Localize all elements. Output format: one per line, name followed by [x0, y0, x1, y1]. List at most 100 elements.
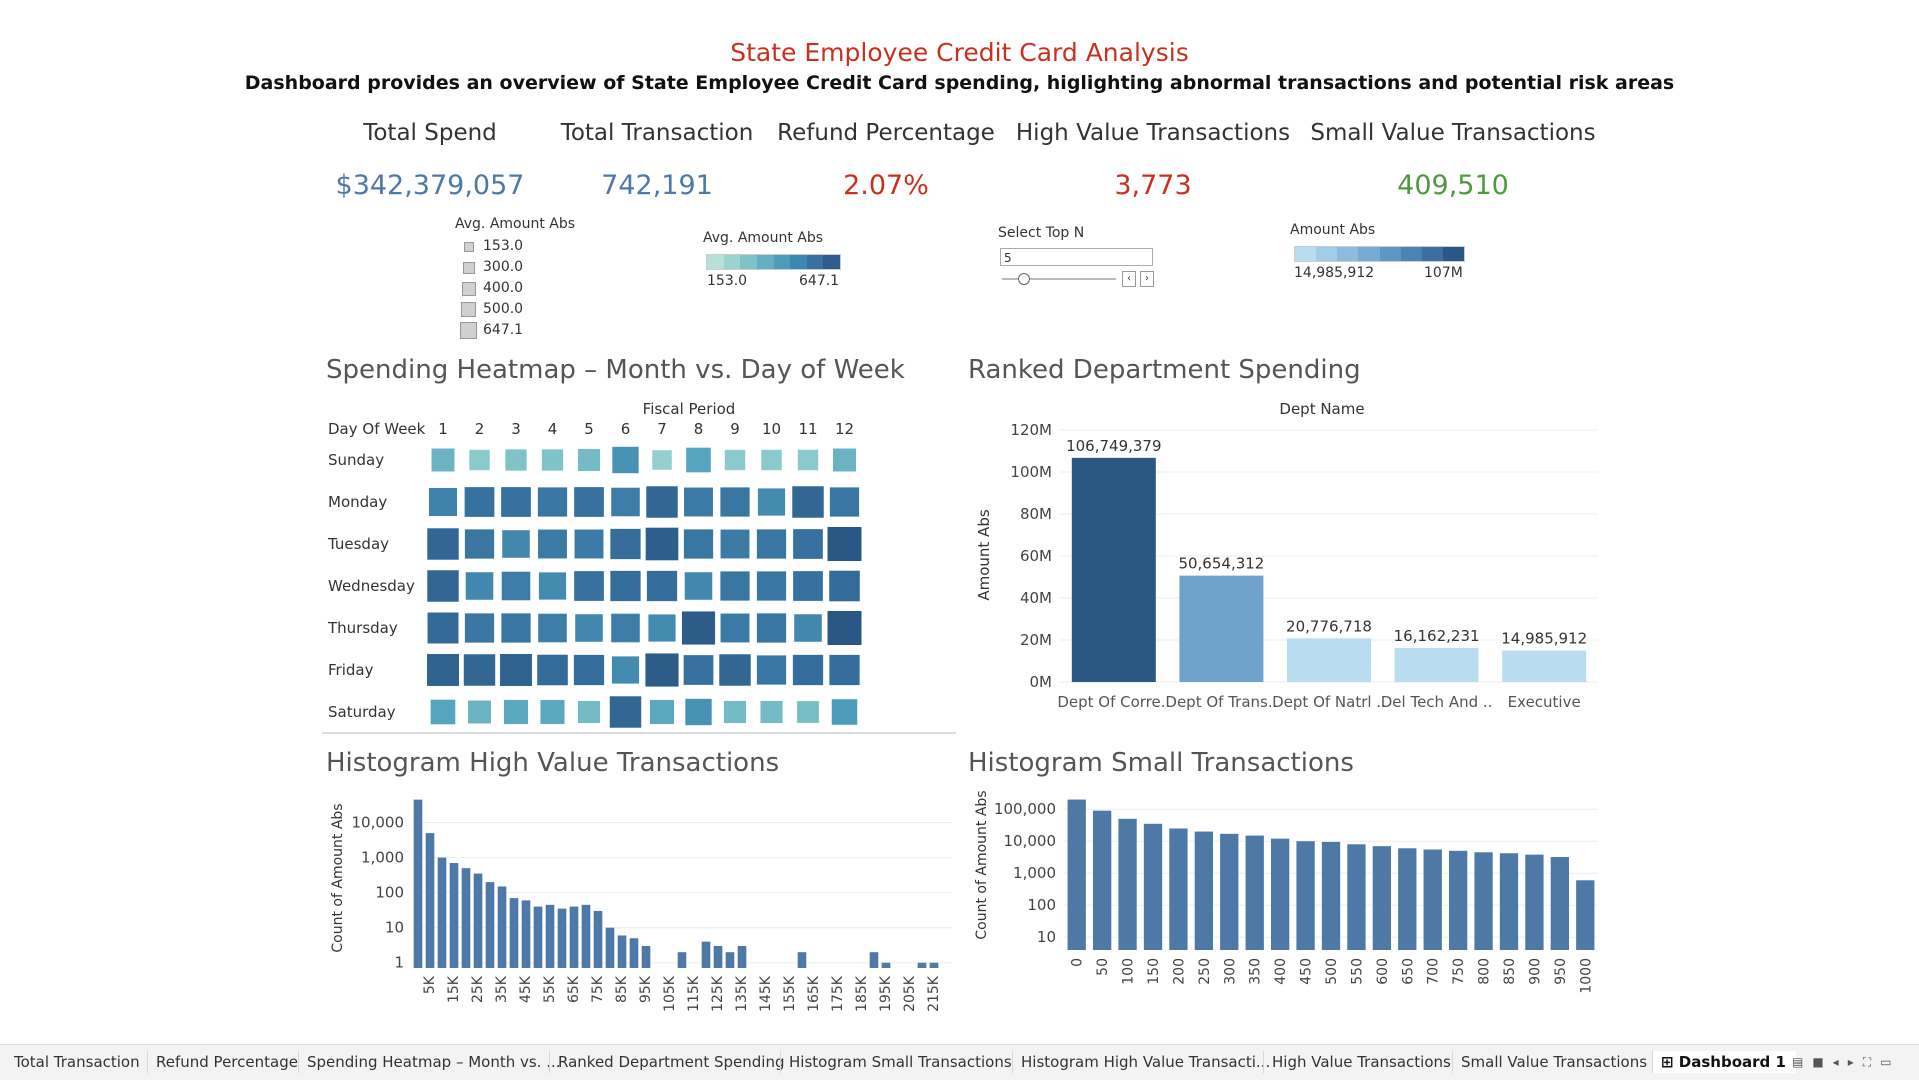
heatmap-cell[interactable]	[683, 655, 714, 685]
heatmap-cell[interactable]	[756, 655, 787, 685]
heatmap-cell[interactable]	[720, 529, 750, 559]
heatmap-cell[interactable]	[797, 701, 819, 723]
heatmap-cell[interactable]	[501, 571, 531, 601]
heatmap-cell[interactable]	[431, 448, 455, 472]
heatmap-cell[interactable]	[469, 449, 490, 471]
heatmap-cell[interactable]	[760, 700, 783, 724]
top-n-next-button[interactable]: ›	[1140, 271, 1154, 287]
heatmap-cell[interactable]	[464, 487, 495, 517]
heatmap-cell[interactable]	[538, 613, 567, 643]
heatmap-cell[interactable]	[797, 449, 819, 471]
ranked-bar[interactable]	[1179, 575, 1264, 682]
hist-small-bar[interactable]	[1169, 828, 1188, 950]
hist-small-bar[interactable]	[1347, 844, 1366, 950]
hist-small-bar[interactable]	[1194, 831, 1214, 950]
heatmap-cell[interactable]	[427, 612, 459, 644]
hist-high-bar[interactable]	[581, 904, 591, 968]
heatmap-cell[interactable]	[609, 696, 642, 728]
heatmap-cell[interactable]	[505, 449, 527, 471]
heatmap-cell[interactable]	[831, 699, 858, 725]
hist-small-bar[interactable]	[1321, 841, 1341, 950]
hist-high-bar[interactable]	[725, 952, 735, 968]
hist-high-bar[interactable]	[545, 904, 555, 968]
amount-legend-ramp[interactable]	[1294, 246, 1465, 262]
heatmap-cell[interactable]	[538, 572, 567, 600]
top-n-prev-button[interactable]: ‹	[1122, 271, 1136, 287]
tab-small-value[interactable]: Small Value Transactions	[1452, 1051, 1647, 1073]
heatmap-cell[interactable]	[463, 654, 496, 686]
heatmap-cell[interactable]	[829, 487, 860, 517]
heatmap-cell[interactable]	[720, 613, 750, 643]
heatmap-cell[interactable]	[648, 614, 676, 642]
heatmap-cell[interactable]	[430, 699, 456, 725]
ranked-bar[interactable]	[1394, 648, 1479, 682]
hist-high-bar[interactable]	[701, 941, 711, 968]
heatmap-cell[interactable]	[464, 529, 495, 559]
top-n-slider-handle[interactable]	[1018, 273, 1030, 285]
hist-high-bar[interactable]	[413, 799, 423, 968]
heatmap-cell[interactable]	[652, 450, 672, 470]
hist-high-bar[interactable]	[869, 952, 879, 968]
heatmap-cell[interactable]	[465, 572, 494, 600]
heatmap-cell[interactable]	[645, 527, 679, 561]
ranked-bar[interactable]	[1502, 650, 1587, 682]
heatmap-cell[interactable]	[681, 611, 716, 645]
heatmap-cell[interactable]	[794, 614, 822, 642]
heatmap-cell[interactable]	[761, 449, 782, 471]
heatmap-cell[interactable]	[427, 654, 459, 686]
heatmap-cell[interactable]	[684, 572, 713, 600]
heatmap-cell[interactable]	[686, 447, 711, 473]
heatmap-cell[interactable]	[503, 699, 529, 725]
heatmap-cell[interactable]	[757, 488, 786, 516]
heatmap-cell[interactable]	[502, 530, 530, 558]
hist-high-bar[interactable]	[437, 857, 447, 968]
heatmap-cell[interactable]	[574, 529, 604, 559]
hist-small-bar[interactable]	[1143, 823, 1163, 950]
hist-small-bar[interactable]	[1398, 848, 1417, 950]
heatmap-cell[interactable]	[610, 570, 641, 602]
heatmap-cell[interactable]	[720, 571, 750, 601]
heatmap-cell[interactable]	[723, 700, 747, 724]
hist-small-bar[interactable]	[1092, 810, 1112, 950]
heatmap-cell[interactable]	[538, 529, 567, 559]
heatmap-cell[interactable]	[611, 487, 640, 517]
tab-histogram-high[interactable]: Histogram High Value Transacti...	[1012, 1051, 1270, 1073]
heatmap-cell[interactable]	[792, 654, 824, 686]
hist-high-bar[interactable]	[509, 898, 519, 968]
tab-total-transaction[interactable]: Total Transaction	[14, 1053, 140, 1071]
hist-high-bar[interactable]	[797, 952, 807, 968]
tab-dashboard-1[interactable]: ⊞ Dashboard 1	[1652, 1051, 1796, 1073]
heatmap-cell[interactable]	[427, 570, 459, 602]
ranked-bar[interactable]	[1287, 638, 1371, 682]
hist-small-bar[interactable]	[1550, 857, 1570, 950]
heatmap-cell[interactable]	[756, 529, 787, 559]
heatmap-cell[interactable]	[501, 613, 531, 643]
hist-high-bar[interactable]	[605, 927, 615, 968]
heatmap-cell[interactable]	[720, 487, 750, 517]
hist-small-bar[interactable]	[1474, 852, 1493, 950]
heatmap-cell[interactable]	[428, 487, 458, 517]
hist-high-bar[interactable]	[557, 908, 567, 968]
heatmap-cell[interactable]	[827, 527, 862, 561]
hist-high-bar[interactable]	[737, 946, 747, 968]
heatmap-cell[interactable]	[793, 571, 823, 601]
heatmap-cell[interactable]	[574, 571, 604, 601]
heatmap-cell[interactable]	[577, 700, 601, 724]
hist-small-bar[interactable]	[1118, 818, 1137, 950]
hist-small-bar[interactable]	[1372, 846, 1392, 950]
tab-high-value[interactable]: High Value Transactions	[1263, 1051, 1451, 1073]
hist-high-chart[interactable]: Count of Amount Abs 1 10 100 1,000 10,000 5K 1…	[320, 790, 960, 1015]
hist-high-bar[interactable]	[917, 962, 927, 968]
hist-high-bar[interactable]	[929, 962, 939, 968]
color-legend-ramp[interactable]	[706, 254, 841, 270]
heatmap-cell[interactable]	[829, 570, 860, 602]
hist-small-bar[interactable]	[1270, 838, 1290, 950]
hist-small-bar[interactable]	[1499, 853, 1519, 950]
hist-high-bar[interactable]	[593, 910, 603, 968]
heatmap-cell[interactable]	[540, 699, 565, 725]
tab-nav-controls-icon[interactable]: ▤■◂▸⛶▭	[1792, 1055, 1901, 1069]
top-n-slider-track[interactable]	[1002, 278, 1116, 280]
hist-small-bar[interactable]	[1245, 835, 1264, 950]
hist-high-bar[interactable]	[629, 938, 639, 968]
heatmap-cell[interactable]	[575, 614, 603, 642]
